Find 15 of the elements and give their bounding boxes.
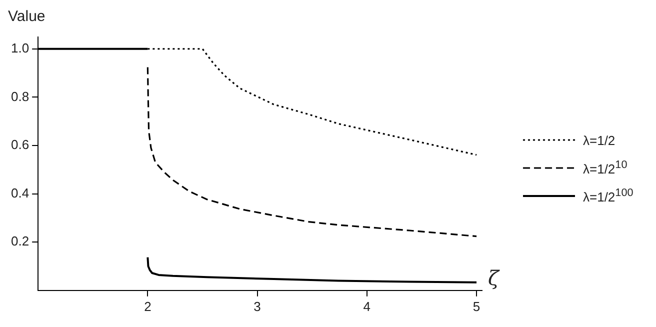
y-tick-label: 0.8 xyxy=(10,88,30,104)
y-axis-title: Value xyxy=(8,8,46,25)
y-tick-label: 0.2 xyxy=(10,234,30,249)
x-tick-label: 4 xyxy=(363,298,371,314)
x-tick-label: 2 xyxy=(144,298,152,314)
x-tick-label: 5 xyxy=(472,298,480,314)
y-tick-label: 1.0 xyxy=(10,40,30,56)
line-series xyxy=(146,66,478,238)
legend-label: λ=1/2$^{10}$ xyxy=(583,159,628,177)
legend-label: λ=1/2$^{100}$ xyxy=(583,187,634,205)
legend-label: λ=1/2 xyxy=(583,132,616,148)
y-tick-label: 0.4 xyxy=(10,185,30,200)
x-axis-title: ζ xyxy=(488,266,499,290)
y-tick-label: 0.6 xyxy=(10,137,30,152)
x-tick-label: 3 xyxy=(254,298,261,314)
